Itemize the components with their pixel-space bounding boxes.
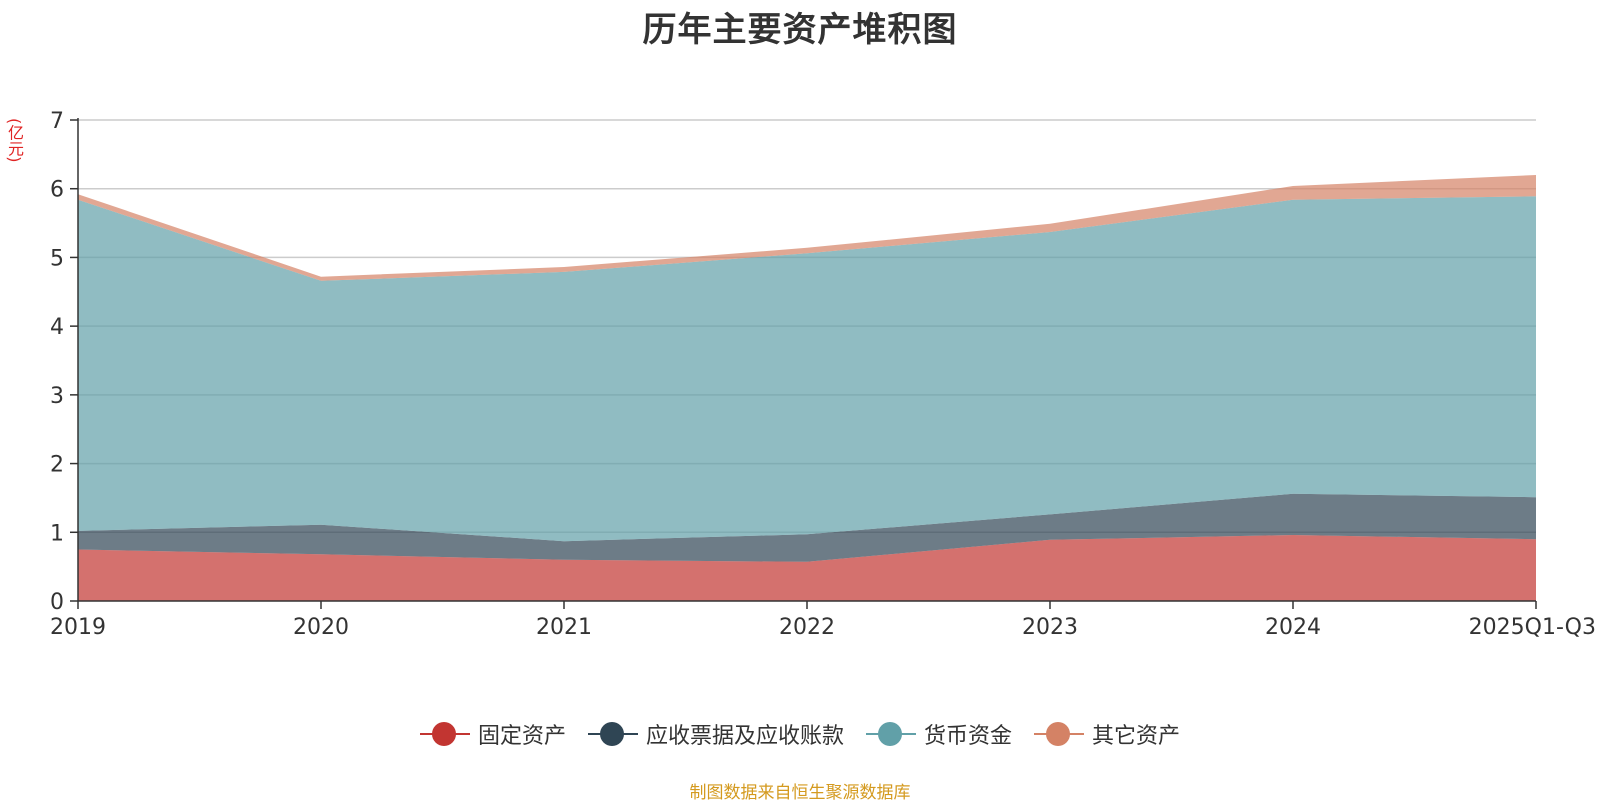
y-tick-label: 5 xyxy=(50,246,64,271)
data-source-note: 制图数据来自恒生聚源数据库 xyxy=(689,783,911,803)
legend: 固定资产 应收票据及应收账款 货币资金 其它资产 xyxy=(0,718,1600,750)
x-tick-label: 2020 xyxy=(293,615,349,640)
legend-marker xyxy=(1034,722,1085,746)
axes xyxy=(70,118,1537,609)
y-tick-label: 6 xyxy=(50,178,64,203)
x-tick-label: 2024 xyxy=(1265,615,1321,640)
x-tick-label: 2021 xyxy=(536,615,592,640)
chart-title: 历年主要资产堆积图 xyxy=(642,10,958,50)
y-tick-label: 7 xyxy=(50,109,64,134)
legend-item[interactable]: 应收票据及应收账款 xyxy=(587,718,844,750)
area-series-2[interactable] xyxy=(78,196,1536,542)
legend-item[interactable]: 其它资产 xyxy=(1034,718,1180,750)
legend-label: 其它资产 xyxy=(1092,724,1181,749)
y-axis-unit: (亿元) xyxy=(5,118,24,163)
y-tick-label: 3 xyxy=(50,384,64,409)
legend-label: 固定资产 xyxy=(477,724,566,749)
area-series-3[interactable] xyxy=(78,175,1536,281)
legend-marker xyxy=(587,722,638,746)
legend-item[interactable]: 货币资金 xyxy=(866,718,1012,750)
x-tick-label: 2025Q1-Q3 xyxy=(1469,615,1596,640)
y-tick-label: 2 xyxy=(50,453,64,478)
legend-marker xyxy=(419,722,470,746)
legend-marker xyxy=(866,722,916,746)
legend-item[interactable]: 固定资产 xyxy=(419,718,566,750)
legend-label: 货币资金 xyxy=(924,724,1013,749)
legend-label: 应收票据及应收账款 xyxy=(645,724,844,749)
axis-labels: 0 1 2 3 4 5 6 7 2019 2020 2021 2022 2023 2024 2025Q1-Q… xyxy=(50,109,1596,640)
area-series-0[interactable] xyxy=(78,535,1536,601)
x-tick-label: 2023 xyxy=(1022,615,1078,640)
area-series xyxy=(78,175,1536,601)
y-tick-label: 0 xyxy=(50,590,64,615)
y-tick-label: 4 xyxy=(50,315,64,340)
x-tick-label: 2019 xyxy=(50,615,106,640)
area-series-1[interactable] xyxy=(78,493,1536,562)
x-tick-label: 2022 xyxy=(779,615,835,640)
y-tick-label: 1 xyxy=(50,521,64,546)
